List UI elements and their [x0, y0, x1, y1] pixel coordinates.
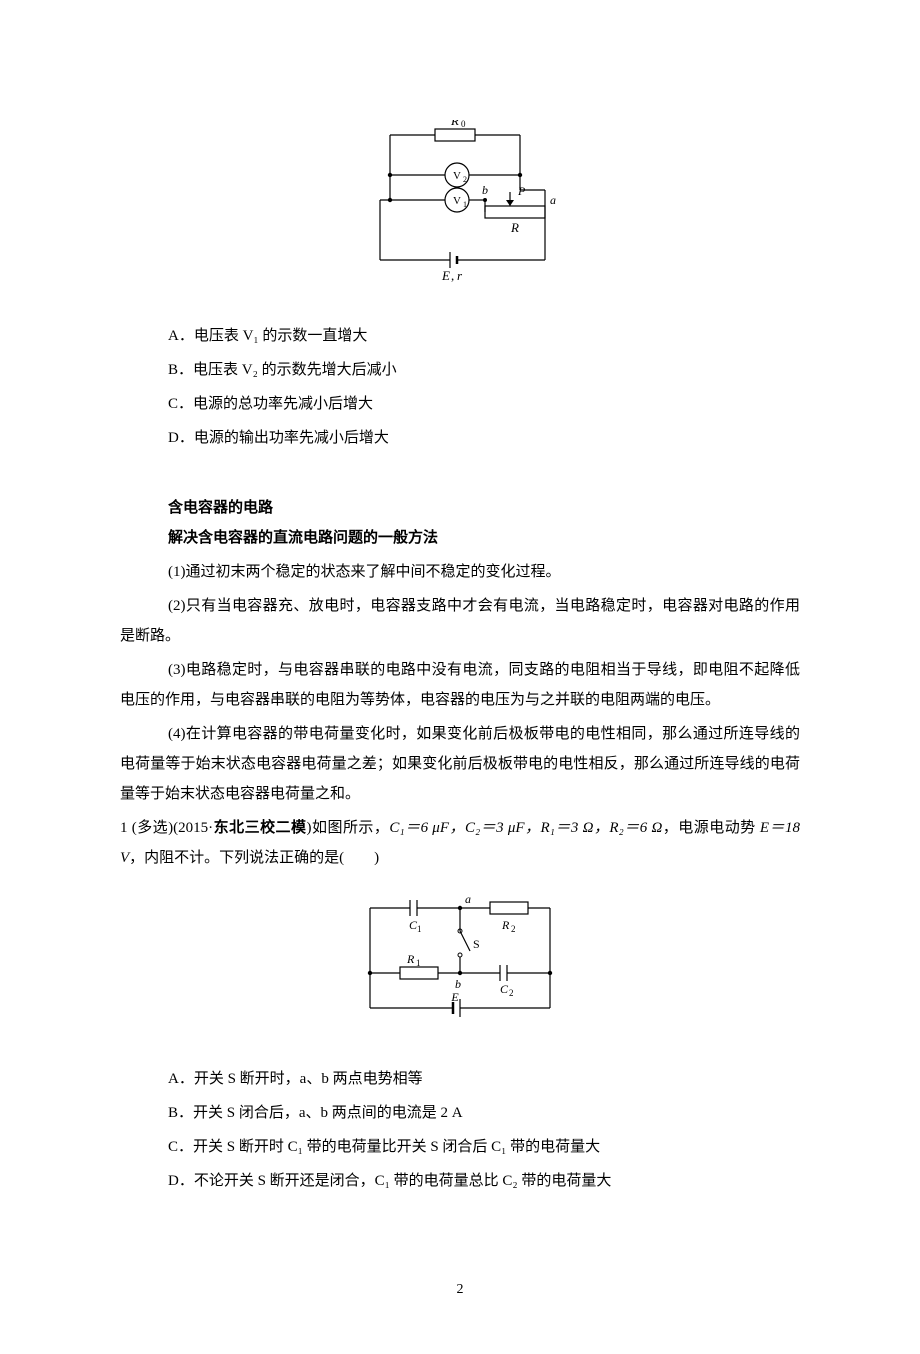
svg-text:,: ,: [451, 268, 454, 283]
question-2-stem: 1 (多选)(2015·东北三校二模)如图所示，C₁＝6 μF，C₂＝3 μF，…: [120, 813, 800, 873]
para-4: (4)在计算电容器的带电荷量变化时，如果变化前后极板带电的电性相同，那么通过所连…: [120, 719, 800, 809]
svg-text:1: 1: [416, 958, 421, 968]
option-1b: B．电压表 V₂ 的示数先增大后减小: [120, 355, 800, 385]
svg-text:S: S: [473, 937, 480, 951]
option-2b: B．开关 S 闭合后，a、b 两点间的电流是 2 A: [120, 1098, 800, 1128]
svg-text:V: V: [453, 195, 461, 207]
svg-text:V: V: [453, 170, 461, 182]
option-1a: A．电压表 V₁ 的示数一直增大: [120, 321, 800, 351]
circuit-diagram-1: R 0 V 2 V 1 b P a R: [120, 120, 800, 301]
svg-text:2: 2: [463, 175, 467, 184]
q2-mid1: )如图所示，: [307, 820, 390, 836]
para-2: (2)只有当电容器充、放电时，电容器支路中才会有电流，当电路稳定时，电容器对电路…: [120, 591, 800, 651]
svg-text:E: E: [441, 268, 450, 283]
svg-text:1: 1: [417, 924, 422, 934]
svg-text:2: 2: [509, 988, 514, 998]
svg-text:b: b: [455, 977, 461, 991]
svg-text:r: r: [457, 268, 463, 283]
q2-tail: ，内阻不计。下列说法正确的是( ): [129, 850, 379, 866]
svg-text:b: b: [482, 183, 488, 197]
option-2d: D．不论开关 S 断开还是闭合，C₁ 带的电荷量总比 C₂ 带的电荷量大: [120, 1166, 800, 1196]
option-2c: C．开关 S 断开时 C₁ 带的电荷量比开关 S 闭合后 C₁ 带的电荷量大: [120, 1132, 800, 1162]
para-3: (3)电路稳定时，与电容器串联的电路中没有电流，同支路的电阻相当于导线，即电阻不…: [120, 655, 800, 715]
svg-text:0: 0: [461, 120, 466, 129]
section-title: 含电容器的电路: [120, 493, 800, 523]
svg-text:2: 2: [511, 924, 516, 934]
q2-prefix: 1 (多选)(2015·: [120, 820, 213, 836]
q2-source: 东北三校二模: [213, 819, 306, 836]
svg-text:P: P: [517, 184, 526, 198]
q2-r2: R₂＝6 Ω: [609, 820, 662, 836]
option-1d: D．电源的输出功率先减小后增大: [120, 423, 800, 453]
svg-text:E: E: [450, 990, 459, 1004]
svg-text:R: R: [450, 120, 459, 128]
q2-c1: C₁＝6 μF，: [389, 820, 465, 836]
q2-c2: C₂＝3 μF，: [465, 820, 541, 836]
para-1: (1)通过初末两个稳定的状态来了解中间不稳定的变化过程。: [120, 557, 800, 587]
section-subtitle: 解决含电容器的直流电路问题的一般方法: [120, 523, 800, 553]
svg-text:C: C: [500, 982, 509, 996]
q2-r1: R₁＝3 Ω，: [541, 820, 610, 836]
option-1c: C．电源的总功率先减小后增大: [120, 389, 800, 419]
q2-mid2: ，电源电动势: [662, 820, 760, 836]
svg-text:a: a: [465, 892, 471, 906]
page-number: 2: [120, 1276, 800, 1304]
circuit-diagram-2: C 1 a R 2 S R 1 b C 2: [120, 883, 800, 1044]
svg-text:1: 1: [463, 200, 467, 209]
svg-text:R: R: [501, 918, 510, 932]
option-2a: A．开关 S 断开时，a、b 两点电势相等: [120, 1064, 800, 1094]
svg-text:a: a: [550, 193, 556, 207]
svg-text:R: R: [510, 220, 519, 235]
svg-text:R: R: [406, 952, 415, 966]
